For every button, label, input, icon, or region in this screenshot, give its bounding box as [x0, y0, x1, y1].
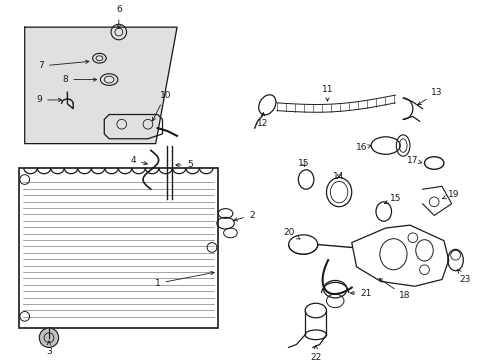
Text: 19: 19 [442, 190, 458, 199]
Text: 12: 12 [256, 113, 267, 128]
Text: 23: 23 [457, 270, 470, 284]
Text: 4: 4 [130, 156, 147, 165]
Text: 14: 14 [333, 172, 344, 181]
Text: 10: 10 [152, 91, 171, 121]
Polygon shape [25, 27, 177, 144]
Text: 15: 15 [384, 194, 400, 204]
Text: 18: 18 [378, 279, 410, 301]
Text: 11: 11 [321, 85, 332, 101]
Text: 1: 1 [155, 271, 214, 288]
Text: 22: 22 [309, 345, 321, 360]
Text: 13: 13 [417, 88, 442, 105]
Text: 2: 2 [234, 211, 254, 221]
Text: 20: 20 [283, 228, 299, 239]
Text: 6: 6 [116, 5, 122, 28]
Text: 3: 3 [46, 341, 52, 356]
Text: 15: 15 [297, 158, 308, 167]
Text: 8: 8 [62, 75, 97, 84]
Text: 17: 17 [407, 156, 421, 165]
Circle shape [39, 328, 59, 347]
Text: 5: 5 [176, 161, 192, 170]
Text: 16: 16 [355, 143, 370, 152]
Text: 7: 7 [38, 60, 89, 71]
Text: 9: 9 [36, 95, 61, 104]
Text: 21: 21 [350, 289, 371, 298]
Bar [19, 168, 217, 328]
